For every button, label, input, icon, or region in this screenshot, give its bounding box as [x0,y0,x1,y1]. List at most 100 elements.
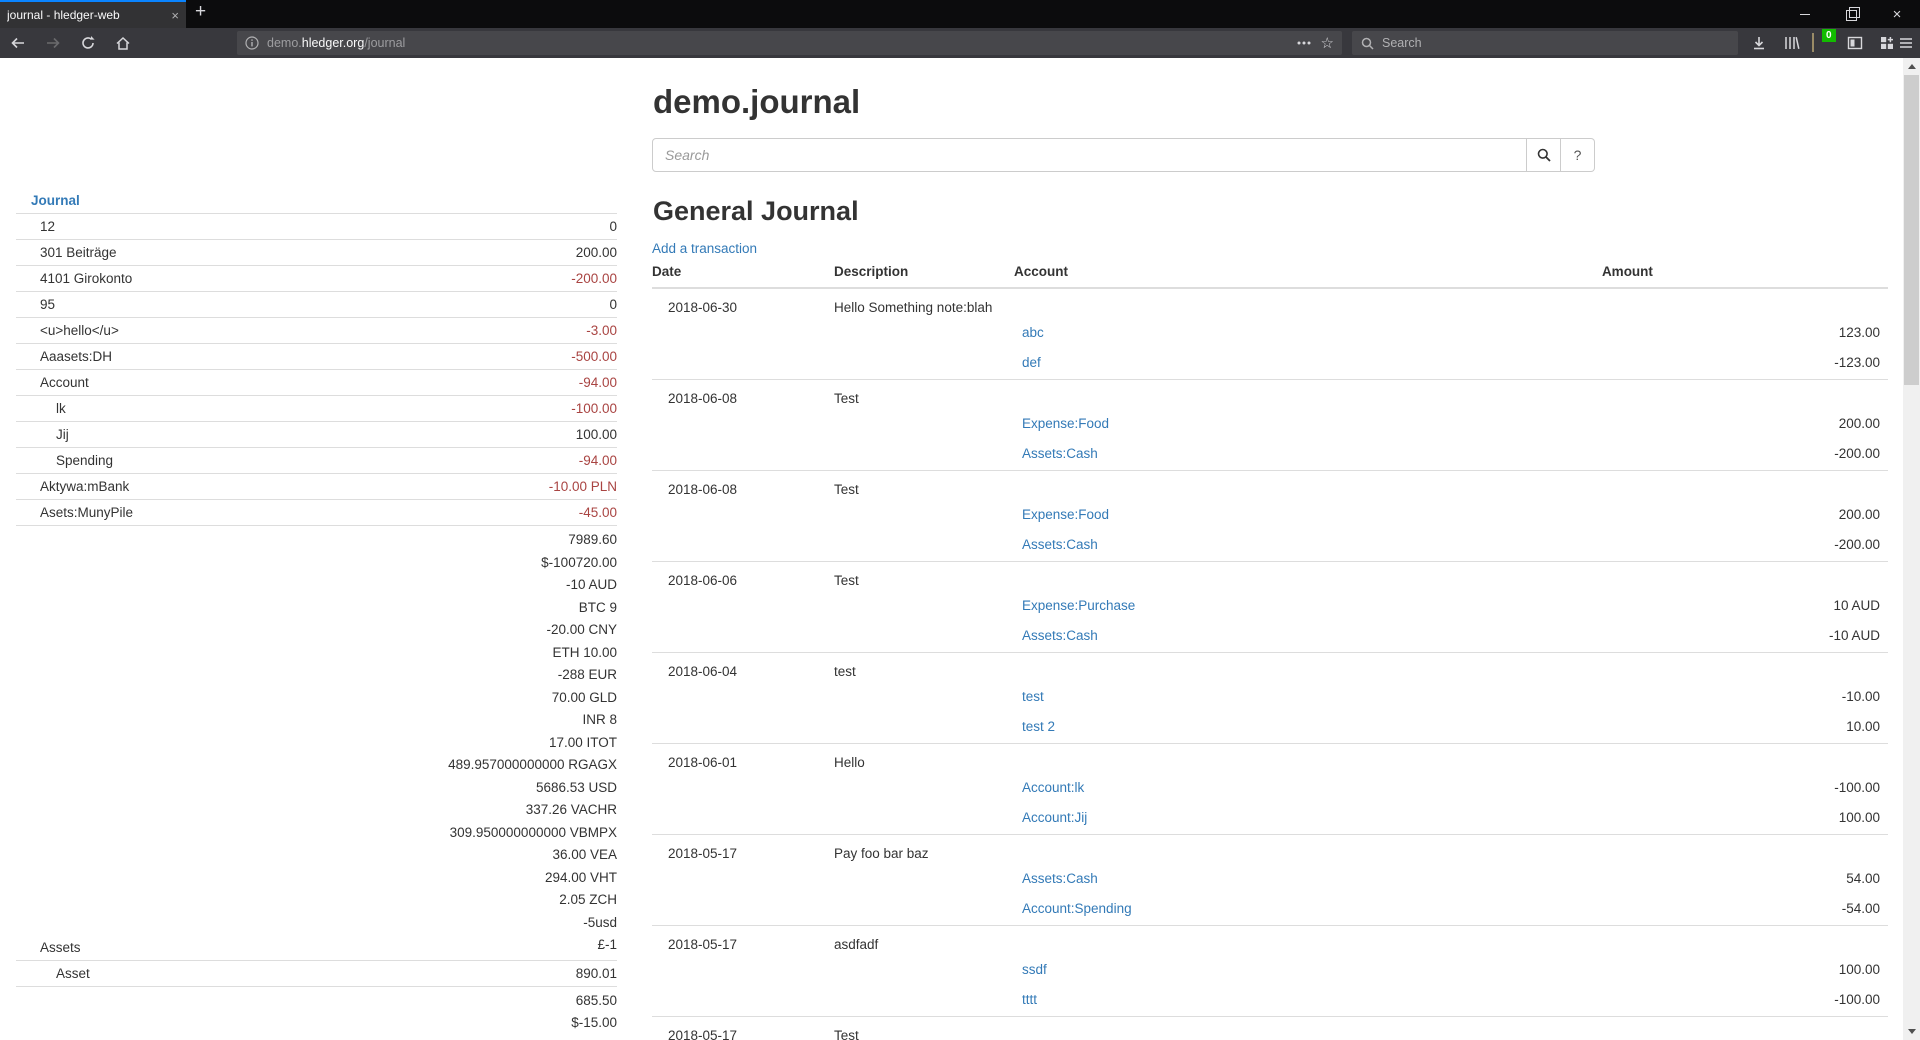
page-actions-icon[interactable] [1297,41,1311,45]
transaction-date: 2018-05-17 [668,1028,738,1040]
menu-icon[interactable] [1898,34,1914,52]
transaction-header-row[interactable]: 2018-05-17 Test [652,1017,1888,1040]
posting-date-spacer [652,531,834,562]
sidebar-account-link[interactable]: <u>hello</u> [40,323,119,338]
transaction-header-row[interactable]: 2018-06-30 Hello Something note:blah [652,288,1888,319]
balance-amount: BTC 9 [578,599,617,615]
sidebar-toggle-icon[interactable] [1846,34,1864,52]
balance-amount: 36.00 VEA [552,847,617,862]
search-submit-button[interactable] [1527,138,1561,172]
sidebar-account-row: Aaasets:DH -500.00 [16,344,617,370]
sidebar-journal-link[interactable]: Journal [31,193,80,208]
posting-account-link[interactable]: Expense:Food [1022,416,1110,431]
transaction-description: Test [834,573,859,588]
window-minimize-button[interactable] [1782,0,1828,28]
transaction-header-row[interactable]: 2018-06-01 Hello [652,744,1888,775]
posting-row: Account:Jij 100.00 [652,804,1888,835]
transaction-header-row[interactable]: 2018-06-04 test [652,653,1888,684]
browser-tab[interactable]: journal - hledger-web × [0,0,186,28]
url-bar[interactable]: demo.hledger.org/journal ☆ [237,31,1342,55]
search-input[interactable] [652,138,1527,172]
sidebar-account-link[interactable]: 4101 Girokonto [40,271,133,286]
balance-amount: -200.00 [571,271,617,286]
posting-account-link[interactable]: test [1022,689,1044,704]
sidebar-account-link[interactable]: Aaasets:DH [40,349,113,364]
forward-icon[interactable] [45,35,61,51]
posting-account-link[interactable]: Account:Jij [1022,810,1088,825]
library-icon[interactable] [1782,34,1800,52]
bookmark-star-icon[interactable]: ☆ [1320,35,1334,52]
posting-account-link[interactable]: Assets:Cash [1022,871,1098,886]
scrollbar-thumb[interactable] [1904,75,1919,385]
sidebar-account-link[interactable]: Aktywa:mBank [40,479,130,494]
transaction-row-group: 2018-06-04 test test -10.00 test 2 10.00 [652,652,1888,744]
posting-account-link[interactable]: Account:Spending [1022,901,1132,916]
scroll-up-button[interactable] [1903,58,1920,75]
balance-amount: 890.01 [575,965,617,981]
sidebar-account-link[interactable]: 95 [40,297,56,312]
posting-amount: -200.00 [1834,537,1880,552]
transaction-header-row[interactable]: 2018-05-17 asdfadf [652,926,1888,957]
transaction-date: 2018-06-08 [668,391,738,406]
sidebar-account-balance: 100.00 [576,425,617,444]
posting-row: Expense:Food 200.00 [652,410,1888,440]
scroll-down-button[interactable] [1903,1023,1920,1040]
sidebar-account-balance: -100.00 [571,399,617,418]
posting-desc-spacer [834,895,1014,926]
posting-date-spacer [652,440,834,471]
sidebar-account-link[interactable]: Account [40,375,89,390]
sidebar-account-row: <u>hello</u> -3.00 [16,318,617,344]
extension-icon[interactable]: 0 [1812,29,1836,52]
reload-icon[interactable] [80,35,96,51]
sidebar-account-link[interactable]: 301 Beiträge [40,245,117,260]
posting-account-cell: Assets:Cash [1014,622,1602,653]
posting-row: test -10.00 [652,683,1888,713]
home-icon[interactable] [115,35,131,51]
posting-account-link[interactable]: Account:lk [1022,780,1085,795]
sidebar-account-link[interactable]: lk [56,401,66,416]
transaction-header-row[interactable]: 2018-06-06 Test [652,562,1888,593]
transaction-date: 2018-06-08 [668,482,738,497]
posting-account-link[interactable]: abc [1022,325,1044,340]
transaction-description: Test [834,391,859,406]
window-restore-button[interactable] [1828,0,1874,28]
posting-desc-spacer [834,713,1014,744]
downloads-icon[interactable] [1750,34,1768,52]
sidebar-account-link[interactable]: Asets:MunyPile [40,505,134,520]
posting-amount: -100.00 [1834,992,1880,1007]
balance-amount: 7989.60 [568,532,617,547]
browser-search-bar[interactable]: Search [1352,31,1738,55]
posting-account-link[interactable]: Assets:Cash [1022,537,1098,552]
sidebar-account-link[interactable]: Asset [56,965,90,981]
posting-account-link[interactable]: Assets:Cash [1022,446,1098,461]
sidebar-account-link[interactable]: Jij [56,427,69,442]
sidebar-account-balance: -45.00 [579,503,617,522]
tab-close-icon[interactable]: × [171,7,179,23]
posting-account-link[interactable]: Expense:Purchase [1022,598,1136,613]
posting-account-link[interactable]: Assets:Cash [1022,628,1098,643]
window-close-button[interactable]: × [1874,0,1920,28]
sidebar-account-link[interactable]: Spending [56,453,114,468]
posting-account-link[interactable]: ssdf [1022,962,1047,977]
posting-date-spacer [652,592,834,622]
search-help-button[interactable]: ? [1561,138,1595,172]
site-info-icon[interactable] [245,36,259,50]
extensions-grid-icon[interactable] [1878,34,1896,52]
transaction-header-row[interactable]: 2018-06-08 Test [652,471,1888,502]
add-transaction-link[interactable]: Add a transaction [652,241,758,256]
section-title: General Journal [653,196,859,226]
sidebar-account-balance: 685.50$-15.00-10 AUD-30.00 USD [546,990,617,1040]
transaction-header-row[interactable]: 2018-05-17 Pay foo bar baz [652,835,1888,866]
vertical-scrollbar[interactable] [1903,58,1920,1040]
posting-account-link[interactable]: tttt [1022,992,1038,1007]
sidebar-account-link[interactable]: Assets [40,939,81,955]
sidebar-account-link[interactable]: 12 [40,219,56,234]
transaction-amount-spacer [1602,926,1888,957]
transaction-header-row[interactable]: 2018-06-08 Test [652,380,1888,411]
back-icon[interactable] [10,35,26,51]
posting-account-link[interactable]: test 2 [1022,719,1056,734]
close-icon: × [1892,5,1902,23]
posting-account-link[interactable]: def [1022,355,1041,370]
posting-account-link[interactable]: Expense:Food [1022,507,1110,522]
new-tab-button[interactable]: + [195,1,207,22]
